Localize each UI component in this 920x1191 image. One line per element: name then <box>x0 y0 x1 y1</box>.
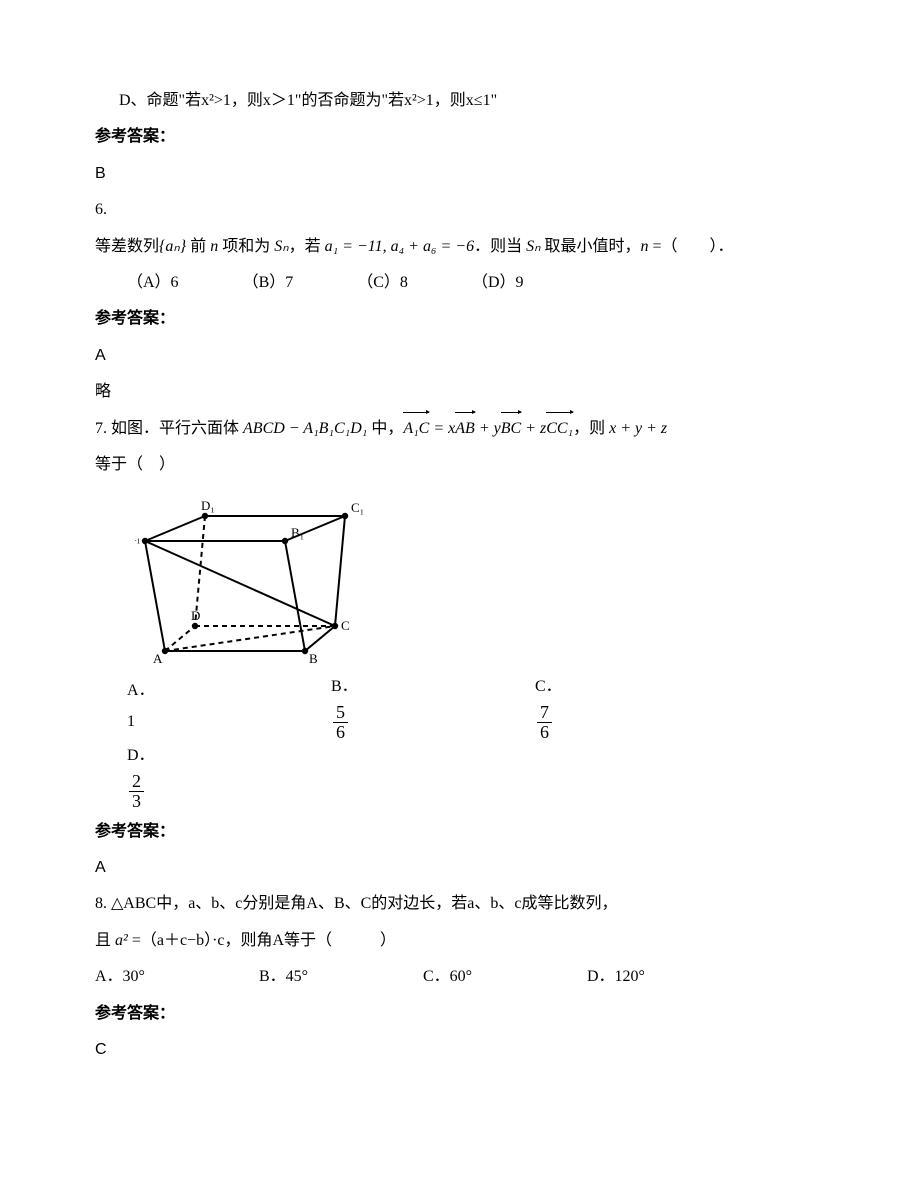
svg-text:D₁: D₁ <box>201 498 215 513</box>
q5-answer: B <box>95 159 825 189</box>
q7-vec-ab: AB <box>455 414 475 444</box>
q8-opt-d: D．120° <box>587 962 747 992</box>
q7-mid2: ，则 <box>573 420 609 437</box>
q7-opt-a-label: A． <box>127 676 155 706</box>
q7-opt-d-label: D． <box>127 741 155 771</box>
q7-c-den: 6 <box>537 723 552 742</box>
q8-s2pre: 且 <box>95 932 115 949</box>
q7-answer-label: 参考答案： <box>95 817 825 847</box>
q7-b-den: 6 <box>333 723 348 742</box>
q6-opt-d: （D）9 <box>472 268 524 298</box>
q8-s1: △ABC中，a、b、c分别是角A、B、C的对边长，若a、b、c成等比数列， <box>111 895 618 912</box>
q8-options: A．30° B．45° C．60° D．120° <box>95 962 825 992</box>
q8-opt-b: B．45° <box>259 962 419 992</box>
q7-answer: A <box>95 853 825 883</box>
q7-vec-bc: BC <box>501 414 521 444</box>
q7-num: 7. <box>95 420 111 437</box>
q8-answer: C <box>95 1035 825 1065</box>
q7-figure: A B C D A₁ B₁ C₁ D₁ <box>135 486 365 666</box>
q6-mid2: 项和为 <box>218 238 274 255</box>
q6-opt-a: （A）6 <box>127 268 179 298</box>
q8-s2mid: =（a＋c−b）·c，则角A等于（ ） <box>128 932 396 949</box>
q6-opt-c: （C）8 <box>357 268 408 298</box>
q7-d-den: 3 <box>129 792 144 811</box>
q6-stem: 等差数列{aₙ} 前 n 项和为 Sₙ，若 a₁ = −11, a₄ + a₆ … <box>95 232 825 262</box>
q6-options: （A）6 （B）7 （C）8 （D）9 <box>95 268 825 298</box>
q7-stem-line1: 7. 如图．平行六面体 ABCD − A₁B₁C₁D₁ 中，A₁C = xAB … <box>95 414 825 444</box>
q7-opt-c-label: C． <box>535 672 562 702</box>
q6-mid3: ，若 <box>289 238 325 255</box>
q7-mid1: 中， <box>367 420 403 437</box>
q6-mid1: 前 <box>186 238 210 255</box>
q7-plus1: + y <box>475 420 501 437</box>
q6-neq: n <box>641 238 649 255</box>
q8-stem-line1: 8. △ABC中，a、b、c分别是角A、B、C的对边长，若a、b、c成等比数列， <box>95 889 825 919</box>
q8-opt-a: A．30° <box>95 962 255 992</box>
svg-text:B: B <box>309 651 318 666</box>
q7-options: A．1 B．56 C．76 D．23 <box>95 672 825 810</box>
q7-c-num: 7 <box>537 703 552 723</box>
q6-eq: =（ ）． <box>649 238 734 255</box>
q6-Sn2: Sₙ <box>526 238 540 255</box>
q8-a2: a² <box>115 932 128 949</box>
q6-mid4: ．则当 <box>474 238 526 255</box>
q7-opt-d: D．23 <box>127 741 267 810</box>
q6-note: 略 <box>95 377 825 407</box>
q5-answer-label: 参考答案： <box>95 122 825 152</box>
q7-pre: 如图．平行六面体 <box>111 420 243 437</box>
q7-eq: = x <box>429 420 455 437</box>
svg-text:C: C <box>341 618 350 633</box>
q6-opt-b: （B）7 <box>243 268 294 298</box>
q7-opt-b-label: B． <box>331 672 358 702</box>
q7-opt-b-frac: 56 <box>333 703 408 742</box>
q6-number: 6. <box>95 195 825 225</box>
q7-opt-c-frac: 76 <box>537 703 612 742</box>
q6-n: n <box>210 238 218 255</box>
q8-num: 8. <box>95 895 111 912</box>
svg-text:A₁: A₁ <box>135 529 141 544</box>
q7-b-num: 5 <box>333 703 348 723</box>
q7-opt-d-frac: 23 <box>129 772 204 811</box>
q7-opt-a-val: 1 <box>127 707 135 737</box>
q6-answer-label: 参考答案： <box>95 304 825 334</box>
q5-option-d: D、命题"若x²>1，则x＞1"的否命题为"若x²>1，则x≤1" <box>95 86 825 116</box>
svg-text:C₁: C₁ <box>351 500 364 515</box>
q7-solid: ABCD − A₁B₁C₁D₁ <box>243 420 367 437</box>
q7-vec-a1c: A₁C <box>403 414 429 444</box>
q6-set: {aₙ} <box>159 238 186 255</box>
q8-opt-c: C．60° <box>423 962 583 992</box>
svg-text:B₁: B₁ <box>291 525 304 540</box>
q7-stem-line2: 等于（ ） <box>95 450 825 480</box>
svg-text:A: A <box>153 651 163 666</box>
q7-vec-cc1: CC₁ <box>546 414 573 444</box>
q7-d-num: 2 <box>129 772 144 792</box>
q6-cond: a₁ = −11, a₄ + a₆ = −6 <box>325 238 474 255</box>
q6-answer: A <box>95 341 825 371</box>
svg-text:D: D <box>191 608 200 623</box>
q6-stem-pre: 等差数列 <box>95 238 159 255</box>
q6-tail: 取最小值时， <box>540 238 640 255</box>
q8-stem-line2: 且 a² =（a＋c−b）·c，则角A等于（ ） <box>95 926 825 956</box>
q7-xyz: x + y + z <box>609 420 667 437</box>
q6-Sn: Sₙ <box>274 238 288 255</box>
q7-plus2: + z <box>521 420 546 437</box>
q7-opt-b: B．56 <box>331 672 471 741</box>
q8-answer-label: 参考答案： <box>95 999 825 1029</box>
q7-opt-c: C．76 <box>535 672 675 741</box>
q7-opt-a: A．1 <box>127 676 267 737</box>
